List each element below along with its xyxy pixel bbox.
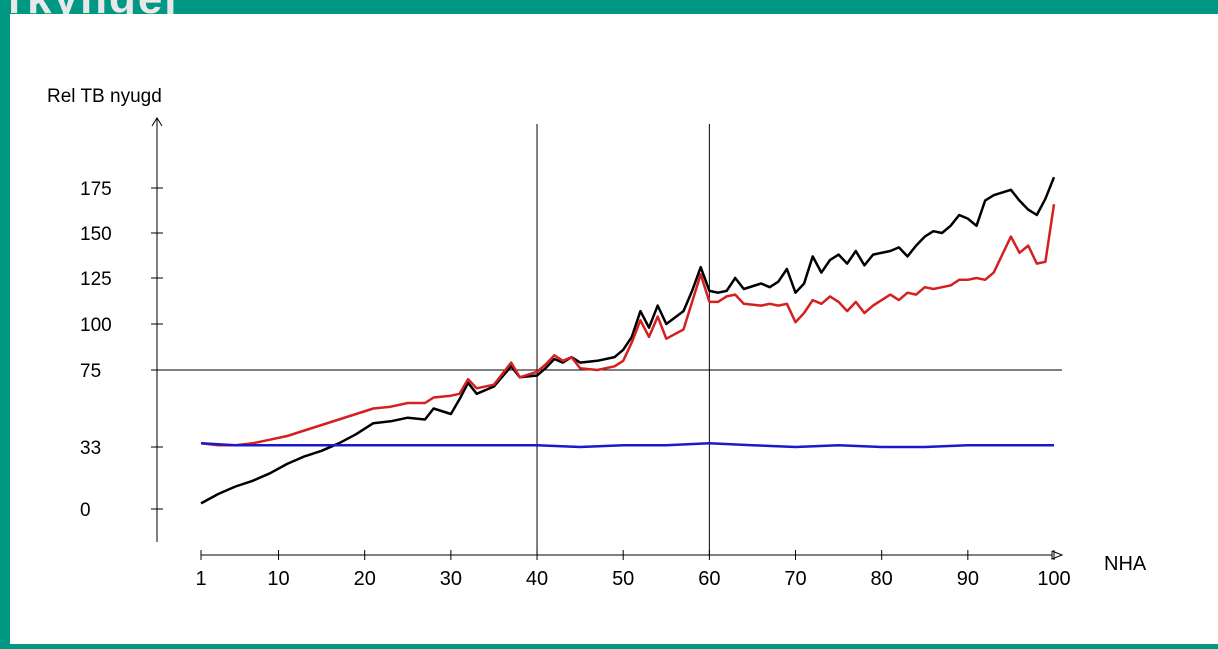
series-line-1 [200,176,1056,505]
y-tick-label: 0 [80,500,91,521]
x-tick-label: 10 [267,568,289,590]
series-line-2 [200,204,1056,447]
x-axis-label: NHA [1104,553,1147,575]
tick-labels: 0 33 75 100 125 150 175 1 10 20 30 40 50 60 70 80 90 100 [80,179,1071,590]
y-tick-label: 175 [80,179,112,200]
x-tick-label: 30 [440,568,462,590]
series-line-3 [200,442,1054,449]
x-tick-label: 20 [354,568,376,590]
y-tick-label: 75 [80,361,101,382]
x-tick-label: 60 [698,568,720,590]
x-tick-label: 50 [612,568,634,590]
y-tick-label: 150 [80,224,112,245]
y-tick-label: 33 [80,438,101,459]
content-panel: 0 33 75 100 125 150 175 1 10 20 30 40 50 60 70 80 90 100 … [10,14,1218,644]
x-tick-label: 100 [1037,568,1070,590]
x-tick-label: 90 [957,568,979,590]
x-tick-label: 1 [195,568,206,590]
y-tick-label: 125 [80,269,112,290]
x-tick-label: 40 [526,568,548,590]
y-axis-label: Rel TB nyugd [47,86,162,107]
series-layer [200,176,1056,505]
x-tick-label: 80 [871,568,893,590]
reference-lines [157,124,1062,555]
x-tick-label: 70 [784,568,806,590]
y-axis-arrow [151,117,163,127]
axes [151,117,1064,560]
y-tick-label: 100 [80,315,112,336]
